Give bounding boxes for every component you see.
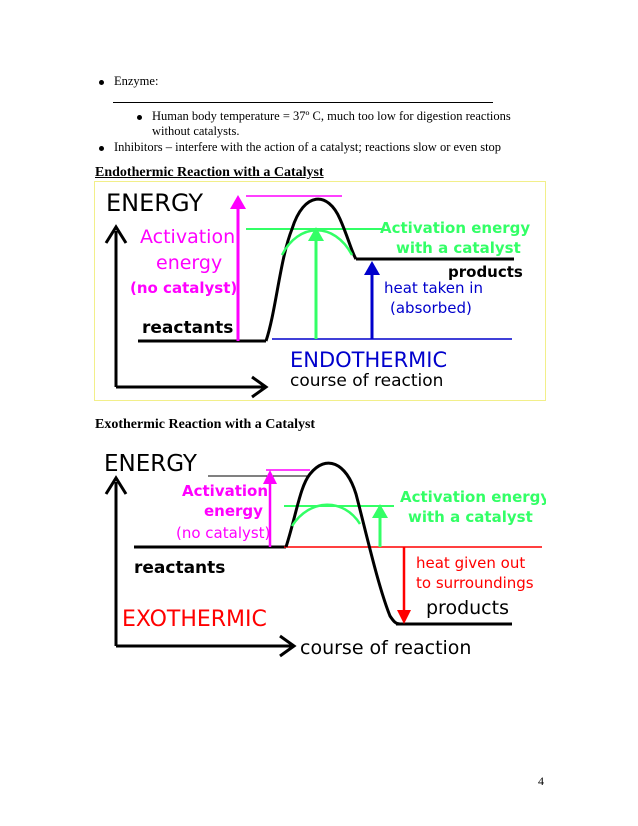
products-label: products	[448, 263, 523, 281]
activation-label-1: Activation	[182, 482, 268, 500]
bullet-inhibitors: Inhibitors – interfere with the action o…	[114, 140, 502, 154]
energy-axis-arrow-icon	[104, 475, 128, 495]
endothermic-diagram: ENERGY Activation energy (no catalyst) A…	[94, 181, 546, 401]
uncatalysed-curve	[264, 197, 358, 342]
exothermic-diagram: ENERGY Activation energy (no catalyst) A…	[104, 451, 546, 659]
bullet-dot	[99, 80, 104, 85]
exothermic-label: EXOTHERMIC	[122, 607, 267, 632]
activation-catalyst-label-1: Activation energy	[380, 219, 530, 237]
catalyst-arrow-icon	[372, 504, 388, 518]
page-number: 4	[538, 774, 544, 788]
reactants-label: reactants	[134, 558, 225, 578]
no-catalyst-label: (no catalyst)	[130, 279, 237, 297]
activation-arrow-icon	[263, 470, 277, 484]
heat-label-1: heat given out	[416, 554, 525, 572]
uncatalysed-curve	[284, 461, 401, 626]
products-label: products	[426, 597, 509, 619]
catalysed-curve	[290, 503, 362, 527]
activation-catalyst-label-2: with a catalyst	[396, 239, 521, 257]
energy-label: ENERGY	[106, 189, 203, 217]
heat-label-1: heat taken in	[384, 279, 483, 297]
course-of-reaction-label: course of reaction	[300, 637, 471, 659]
catalyst-arrow-icon	[308, 227, 324, 241]
bullet-dot	[137, 115, 142, 120]
activation-label-2: energy	[156, 252, 222, 274]
activation-label-1: Activation	[140, 226, 235, 248]
course-of-reaction-label: course of reaction	[290, 371, 443, 391]
bullet-human-body-line2: without catalysts.	[152, 124, 240, 138]
heat-arrow-icon	[364, 261, 380, 275]
no-catalyst-label: (no catalyst)	[176, 524, 270, 542]
exothermic-heading: Exothermic Reaction with a Catalyst	[95, 417, 316, 432]
activation-arrow-icon	[230, 195, 246, 209]
bullet-enzyme: Enzyme:	[114, 74, 159, 88]
course-axis-arrow-icon	[251, 375, 269, 399]
energy-axis-arrow-icon	[104, 224, 128, 244]
endothermic-label: ENDOTHERMIC	[290, 348, 447, 372]
bullet-dot	[99, 146, 104, 151]
reactants-label: reactants	[142, 318, 233, 338]
enzyme-underline	[113, 102, 493, 103]
activation-catalyst-label-1: Activation energy	[400, 488, 546, 506]
endothermic-heading: Endothermic Reaction with a Catalyst	[95, 165, 324, 180]
heat-arrow-icon	[397, 610, 411, 624]
bullet-human-body-line1: Human body temperature = 37º C, much too…	[152, 109, 511, 123]
course-axis-arrow-icon	[279, 634, 297, 658]
activation-catalyst-label-2: with a catalyst	[408, 508, 533, 526]
heat-label-2: to surroundings	[416, 574, 534, 592]
heat-label-2: (absorbed)	[390, 299, 472, 317]
activation-label-2: energy	[204, 502, 263, 520]
energy-label: ENERGY	[104, 451, 198, 477]
